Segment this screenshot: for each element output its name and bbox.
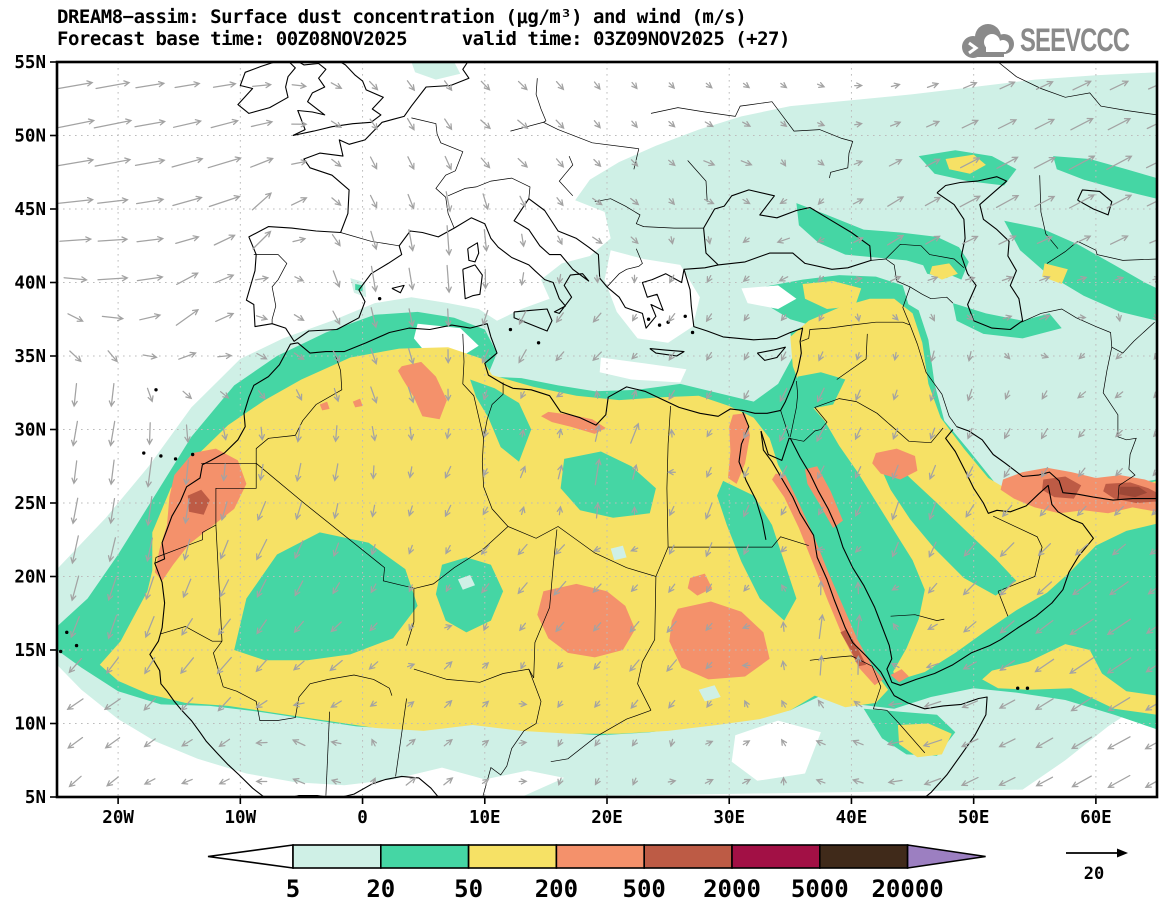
colorbar-segment [555,844,646,869]
svg-text:15N: 15N [14,641,46,661]
svg-text:20W: 20W [102,808,134,828]
wind-vectors [57,80,1157,788]
colorbar-segment [731,844,821,869]
svg-text:60E: 60E [1080,808,1112,828]
svg-text:55N: 55N [14,53,46,73]
seevccc-logo: SEEVCCC [958,20,1153,62]
axis-labels: 55N 50N 45N 40N 35N 30N 25N 20N 15N 10N 5N 20W 10W 0 1… [14,53,1111,828]
colorbar-segment [818,844,909,869]
colorbar-label: 500 [623,875,666,903]
svg-text:10N: 10N [14,715,46,735]
colorbar-label: 20000 [871,875,943,903]
svg-text:40E: 40E [836,808,868,828]
colorbar-label: 5 [286,875,300,903]
svg-text:0: 0 [357,808,368,828]
graticule [57,62,1157,797]
svg-text:40N: 40N [14,274,46,294]
cloud-logo-icon [961,24,1014,58]
svg-text:10W: 10W [225,808,257,828]
svg-text:5N: 5N [25,788,46,808]
svg-text:50E: 50E [958,808,990,828]
svg-text:10E: 10E [469,808,501,828]
title-block: DREAM8−assim: Surface dust concentration… [57,6,790,50]
map-area [57,62,1157,797]
svg-text:35N: 35N [14,347,46,367]
colorbar-segment [467,844,558,869]
colorbar-segment [643,844,733,869]
wind-reference-value: 20 [1084,864,1104,884]
map-title: DREAM8−assim: Surface dust concentration… [57,6,747,28]
wind-reference: 20 [1066,848,1128,884]
colorbar-segment [379,844,470,869]
colorbar-left-arrow [207,844,294,869]
svg-text:20E: 20E [591,808,623,828]
colorbar-right-arrow [906,844,986,869]
country-borders [154,62,1157,797]
logo-text: SEEVCCC [1019,22,1130,59]
colorbar: 5 20 50 200 500 2000 5000 20000 [207,844,986,903]
svg-text:20N: 20N [14,568,46,588]
colorbar-label: 2000 [703,875,761,903]
map-subtitle: Forecast base time: 00Z08NOV2025 valid t… [57,28,790,50]
svg-text:50N: 50N [14,127,46,147]
island-dots [58,296,1030,690]
svg-text:30E: 30E [713,808,745,828]
svg-text:45N: 45N [14,200,46,220]
svg-text:25N: 25N [14,494,46,514]
colorbar-label: 50 [454,875,483,903]
colorbar-segment [292,844,382,869]
colorbar-label: 20 [366,875,395,903]
wind-reference-arrow [1117,848,1128,858]
coastlines [149,62,1157,797]
svg-text:30N: 30N [14,421,46,441]
colorbar-label: 200 [535,875,578,903]
colorbar-label: 5000 [791,875,849,903]
